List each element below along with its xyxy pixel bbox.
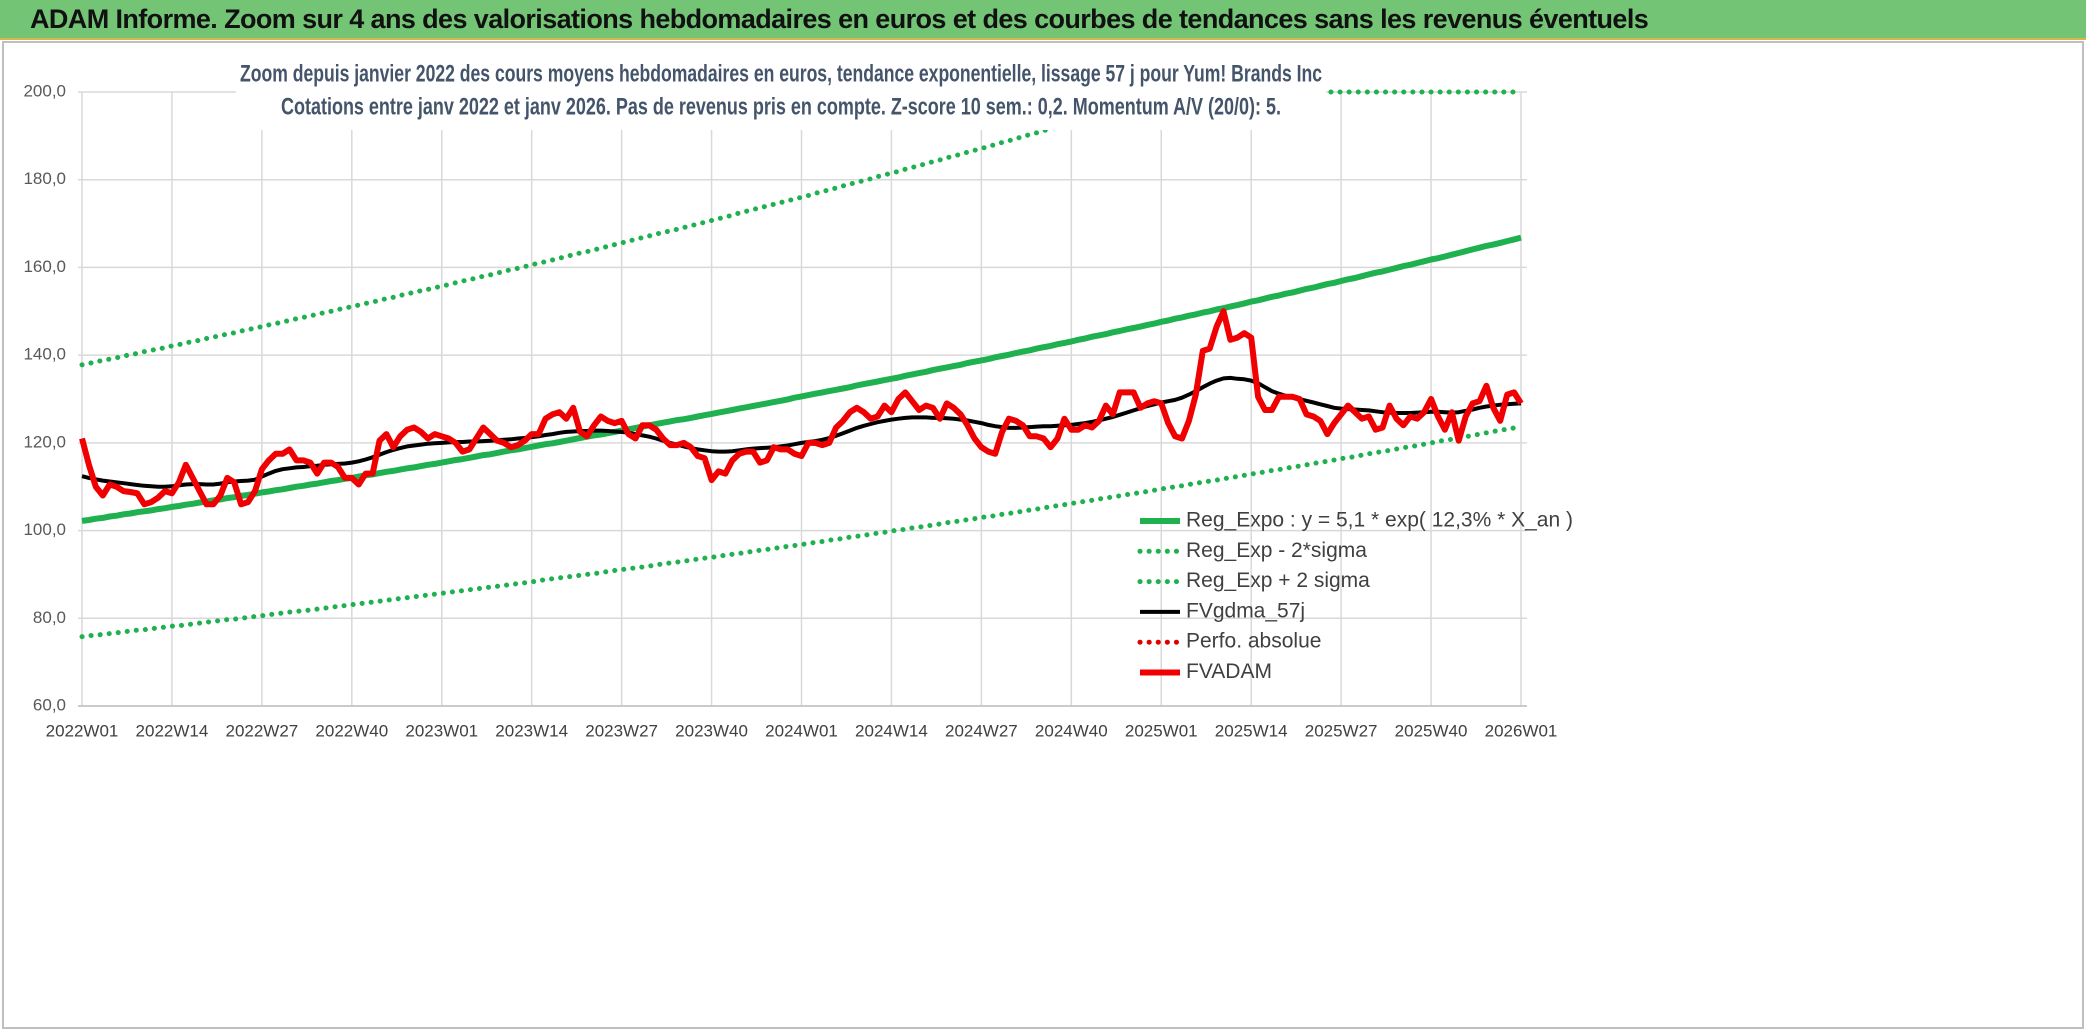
legend-label: FVADAM (1186, 660, 1272, 683)
x-tick-label: 2024W40 (1035, 721, 1108, 740)
x-tick-label: 2024W27 (945, 721, 1018, 740)
x-tick-label: 2025W40 (1395, 721, 1468, 740)
chart-frame (2, 41, 2084, 1029)
x-tick-label: 2023W01 (405, 721, 478, 740)
x-tick-label: 2026W01 (1485, 721, 1558, 740)
y-tick-label: 60,0 (33, 695, 66, 714)
y-tick-label: 200,0 (23, 81, 66, 100)
x-tick-label: 2023W14 (495, 721, 568, 740)
x-tick-label: 2022W01 (46, 721, 119, 740)
series-line (79, 424, 1524, 640)
x-tick-label: 2023W40 (675, 721, 748, 740)
y-tick-label: 80,0 (33, 608, 66, 627)
x-tick-label: 2023W27 (585, 721, 658, 740)
chart: 60,0 80,0 100,0 120,0 140,0 160,0 180,0 200,0 20… (2, 41, 2084, 1029)
legend-label: Perfo. absolue (1186, 630, 1321, 653)
header-title: ADAM Informe. Zoom sur 4 ans des valoris… (30, 4, 1649, 34)
title-box (236, 54, 1326, 130)
x-tick-label: 2025W27 (1305, 721, 1378, 740)
chart-title: Zoom depuis janvier 2022 des cours moyen… (240, 60, 1322, 87)
series-line (81, 234, 1522, 524)
legend-label: FVgdma_57j (1186, 599, 1305, 622)
x-tick-label: 2022W40 (315, 721, 388, 740)
x-tick-label: 2022W14 (136, 721, 209, 740)
x-tick-label: 2024W14 (855, 721, 928, 740)
series-line (79, 89, 1524, 368)
x-tick-label: 2022W27 (225, 721, 298, 740)
y-tick-label: 160,0 (23, 257, 66, 276)
x-tick-label: 2025W14 (1215, 721, 1288, 740)
y-tick-label: 180,0 (23, 169, 66, 188)
legend-label: Reg_Exp + 2 sigma (1186, 569, 1370, 592)
y-tick-label: 120,0 (23, 432, 66, 451)
series-line (79, 308, 1524, 508)
y-tick-label: 100,0 (23, 520, 66, 539)
x-tick-label: 2025W01 (1125, 721, 1198, 740)
x-tick-label: 2024W01 (765, 721, 838, 740)
legend-label: Reg_Exp - 2*sigma (1186, 539, 1367, 562)
header: ADAM Informe. Zoom sur 4 ans des valoris… (0, 0, 2086, 40)
y-tick-label: 140,0 (23, 345, 66, 364)
chart-subtitle: Cotations entre janv 2022 et janv 2026. … (281, 93, 1281, 120)
legend-label: Reg_Expo : y = 5,1 * exp( 12,3% * X_an ) (1186, 509, 1573, 532)
